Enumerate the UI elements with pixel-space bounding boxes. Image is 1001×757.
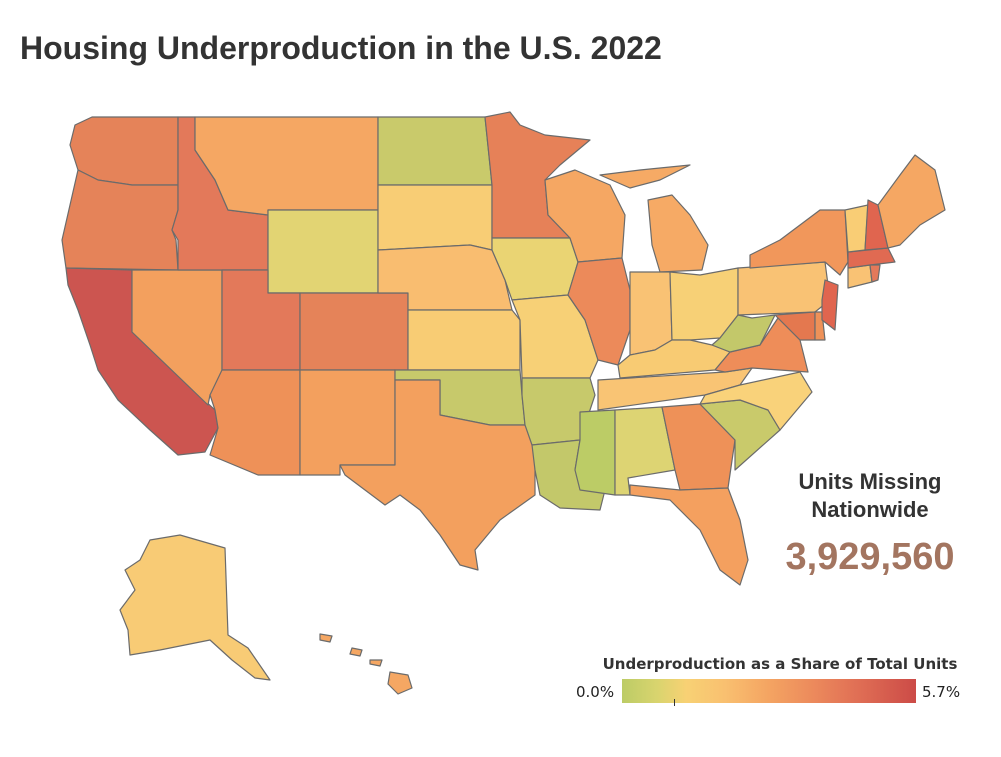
summary-value: 3,929,560 (785, 536, 955, 578)
legend-tick (674, 699, 675, 706)
state-michigan[interactable] (599, 164, 709, 273)
state-arizona[interactable] (209, 369, 301, 476)
state-indiana[interactable] (629, 271, 673, 356)
page-title: Housing Underproduction in the U.S. 2022 (20, 30, 662, 66)
state-hawaii[interactable] (319, 633, 413, 695)
state-new-jersey[interactable] (821, 279, 839, 331)
state-rhode-island[interactable] (869, 264, 881, 283)
state-florida[interactable] (629, 484, 749, 586)
state-north-carolina[interactable] (699, 371, 813, 431)
state-south-dakota[interactable] (377, 184, 493, 251)
state-wyoming[interactable] (267, 209, 379, 294)
color-legend: Underproduction as a Share of Total Unit… (570, 655, 980, 706)
state-maryland[interactable] (774, 311, 816, 341)
nationwide-summary: Units Missing Nationwide 3,929,560 (760, 468, 980, 579)
state-vermont[interactable] (844, 204, 869, 253)
state-maine[interactable] (877, 154, 946, 249)
state-colorado[interactable] (299, 292, 409, 371)
legend-gradient-bar (622, 679, 916, 703)
state-texas[interactable] (339, 379, 536, 571)
legend-max-label: 5.7% (922, 683, 961, 701)
state-oregon[interactable] (61, 169, 179, 271)
state-minnesota[interactable] (484, 111, 591, 239)
state-mississippi[interactable] (574, 409, 616, 496)
legend-title: Underproduction as a Share of Total Unit… (602, 655, 958, 673)
state-kentucky[interactable] (617, 339, 731, 379)
summary-label-line2: Nationwide (811, 497, 929, 522)
state-new-mexico[interactable] (299, 369, 396, 476)
legend-scale-row: 0.0% 5.7% (570, 679, 980, 706)
state-north-dakota[interactable] (377, 116, 493, 186)
state-connecticut[interactable] (847, 264, 873, 289)
summary-label-line1: Units Missing (798, 469, 942, 494)
state-kansas[interactable] (407, 309, 521, 371)
state-pennsylvania[interactable] (737, 261, 831, 316)
legend-min-label: 0.0% (576, 683, 615, 701)
state-alaska[interactable] (119, 534, 271, 681)
